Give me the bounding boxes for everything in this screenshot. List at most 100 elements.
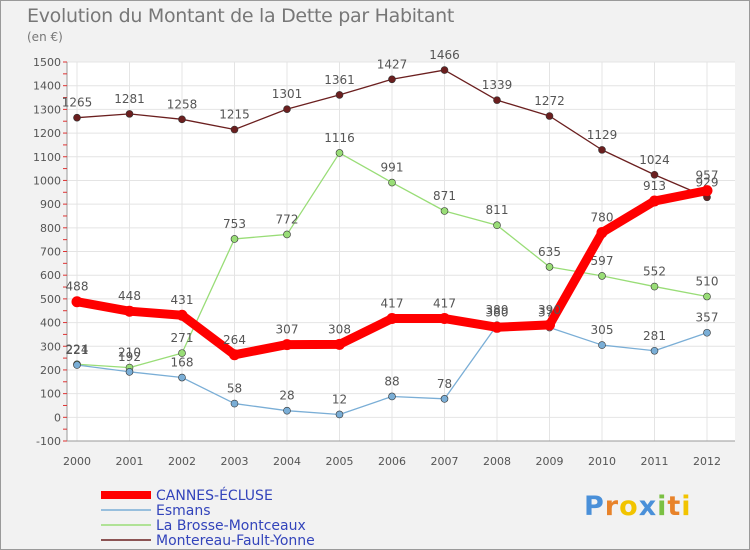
- data-label: 168: [171, 356, 194, 370]
- data-point: [176, 309, 188, 321]
- data-point: [335, 410, 344, 419]
- data-label: 635: [538, 245, 561, 259]
- data-label: 271: [171, 331, 194, 345]
- data-label: 417: [433, 297, 456, 311]
- data-point: [283, 230, 291, 239]
- y-tick-label: 1100: [33, 151, 61, 164]
- data-label: 417: [381, 297, 404, 311]
- data-point: [440, 66, 449, 74]
- chart-subtitle: (en €): [27, 30, 63, 44]
- x-tick-label: 2003: [221, 455, 249, 468]
- data-point: [178, 373, 186, 382]
- data-label: 488: [66, 280, 89, 294]
- y-tick-label: 200: [40, 364, 61, 377]
- data-point: [334, 338, 345, 350]
- y-tick-label: 900: [40, 198, 61, 211]
- x-tick-label: 2000: [63, 455, 91, 468]
- data-point: [701, 185, 713, 197]
- y-tick-label: 0: [54, 411, 61, 424]
- y-tick-label: 700: [40, 246, 61, 259]
- data-label: 357: [696, 311, 719, 325]
- x-tick-label: 2006: [378, 455, 406, 468]
- legend-label: Esmans: [156, 503, 211, 519]
- data-point: [440, 207, 449, 215]
- data-label: 305: [591, 323, 614, 337]
- y-tick-label: 300: [40, 340, 61, 353]
- x-tick-label: 2004: [273, 455, 301, 468]
- data-label: 1116: [324, 131, 355, 145]
- data-label: 1024: [639, 153, 670, 167]
- data-label: 1427: [377, 57, 408, 71]
- data-point: [386, 313, 398, 325]
- data-point: [439, 313, 450, 325]
- data-point: [545, 112, 554, 120]
- y-tick-label: -100: [36, 435, 61, 448]
- x-tick-label: 2008: [483, 455, 511, 468]
- data-point: [650, 282, 659, 291]
- data-point: [598, 146, 606, 154]
- data-label: 389: [486, 303, 509, 317]
- x-tick-label: 2007: [431, 455, 459, 468]
- data-point: [281, 339, 293, 351]
- y-tick-label: 1500: [33, 56, 61, 69]
- data-label: 307: [276, 323, 299, 337]
- data-label: 1265: [62, 96, 93, 110]
- data-point: [598, 341, 606, 349]
- data-point: [283, 105, 291, 113]
- data-point: [650, 346, 659, 355]
- y-tick-label: 800: [40, 222, 61, 235]
- data-point: [73, 113, 81, 122]
- x-tick-label: 2011: [641, 455, 669, 468]
- data-point: [545, 263, 554, 271]
- logo-letter: t: [667, 491, 682, 522]
- data-point: [649, 195, 660, 207]
- data-point: [493, 221, 501, 230]
- data-label: 192: [118, 350, 141, 364]
- y-tick-label: 1400: [33, 80, 61, 93]
- data-point: [125, 110, 134, 118]
- chart-title: Evolution du Montant de la Dette par Hab…: [27, 5, 455, 27]
- data-point: [388, 392, 396, 401]
- data-point: [125, 368, 134, 376]
- data-label: 772: [276, 212, 299, 226]
- data-label: 991: [381, 161, 404, 175]
- x-tick-label: 2009: [536, 455, 564, 468]
- data-point: [71, 296, 83, 308]
- data-label: 1361: [324, 73, 355, 87]
- data-point: [388, 75, 396, 84]
- legend-label: Montereau-Fault-Yonne: [156, 533, 315, 549]
- data-label: 380: [486, 305, 509, 319]
- y-tick-label: 1000: [33, 174, 61, 187]
- data-label: 753: [223, 217, 246, 231]
- logo-letter: r: [604, 491, 620, 522]
- x-tick-label: 2001: [116, 455, 144, 468]
- data-label: 1301: [272, 87, 303, 101]
- data-point: [703, 292, 711, 301]
- data-label: 1466: [429, 48, 460, 62]
- data-label: 58: [227, 382, 242, 396]
- data-label: 1215: [219, 108, 250, 122]
- data-label: 1281: [114, 92, 145, 106]
- data-point: [73, 361, 81, 369]
- data-point: [335, 149, 344, 157]
- y-tick-label: 100: [40, 388, 61, 401]
- data-point: [493, 96, 501, 104]
- y-tick-label: 1200: [33, 127, 61, 140]
- data-label: 1129: [587, 128, 618, 142]
- logo-letter: P: [584, 491, 605, 522]
- data-label: 221: [66, 343, 89, 357]
- proxiti-logo: Proxiti: [584, 491, 692, 522]
- data-label: 597: [591, 254, 614, 268]
- data-label: 929: [696, 175, 719, 189]
- data-label: 780: [591, 211, 614, 225]
- data-point: [178, 349, 186, 357]
- logo-letter: i: [657, 491, 668, 522]
- logo-letter: x: [638, 491, 658, 522]
- y-tick-label: 1300: [33, 103, 61, 116]
- data-label: 871: [433, 189, 456, 203]
- data-label: 431: [171, 293, 194, 307]
- data-label: 390: [538, 303, 561, 317]
- logo-letter: o: [619, 491, 639, 522]
- x-tick-label: 2010: [588, 455, 616, 468]
